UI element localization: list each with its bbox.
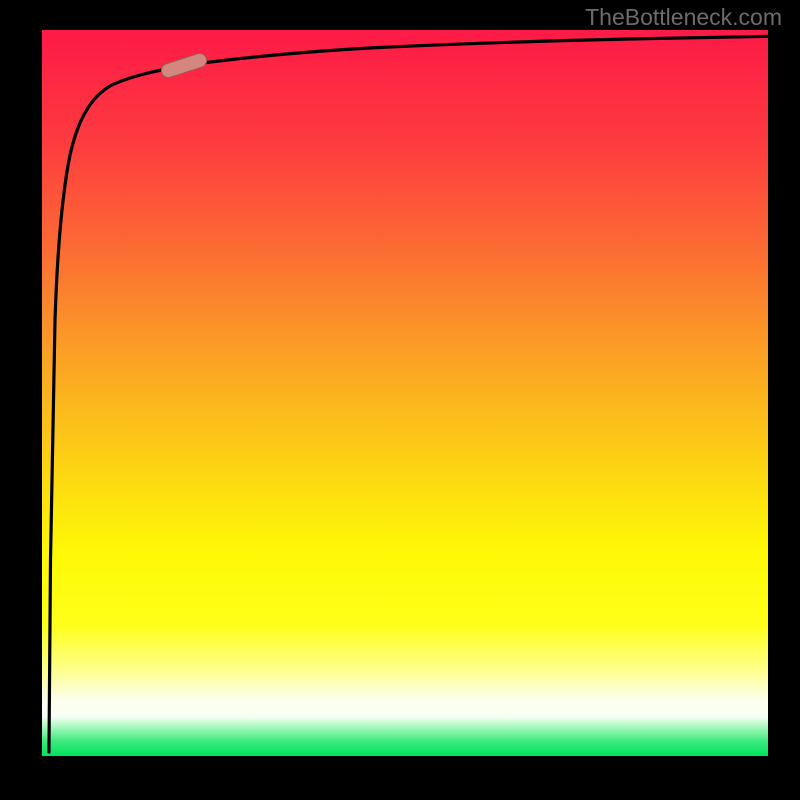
curve-svg	[0, 0, 800, 800]
bottleneck-curve	[49, 36, 786, 752]
